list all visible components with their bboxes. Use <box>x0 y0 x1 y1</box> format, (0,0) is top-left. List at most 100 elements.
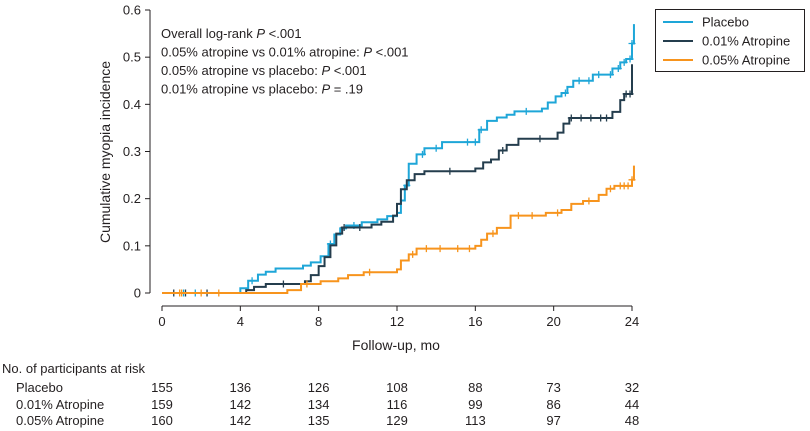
y-tick-label: 0.4 <box>123 97 141 112</box>
censor-mark <box>454 245 462 253</box>
risk-cell: 86 <box>546 396 561 412</box>
x-tick-label: 0 <box>158 314 165 329</box>
risk-table-heading: No. of participants at risk <box>2 361 146 376</box>
annotation-line: 0.05% atropine vs 0.01% atropine: P <.00… <box>161 45 409 60</box>
censor-mark <box>620 58 628 66</box>
risk-cell: 126 <box>307 380 330 395</box>
x-tick-label: 20 <box>546 314 560 329</box>
legend-label: 0.05% Atropine <box>702 53 790 68</box>
risk-cell: 135 <box>307 413 330 428</box>
risk-cell: 129 <box>386 413 408 428</box>
axes: 0 0.1 0.2 0.3 0.4 0.5 0.6 0 4 8 12 16 20 24 <box>123 3 639 330</box>
x-tick-label: 12 <box>390 314 404 329</box>
risk-cell: 134 <box>307 396 330 412</box>
censor-mark <box>606 71 614 79</box>
y-tick-label: 0.1 <box>123 238 141 253</box>
censor-mark <box>366 268 374 276</box>
censor-mark <box>514 212 522 220</box>
x-axis-title: Follow-up, mo <box>352 337 440 353</box>
risk-table-row: Placebo 155 136 126 108 88 73 32 <box>0 380 810 397</box>
risk-table: No. of participants at risk Placebo 155 13… <box>0 361 810 431</box>
risk-row-label: 0.01% Atropine <box>16 396 105 412</box>
censor-mark <box>597 114 605 122</box>
risk-cell: 88 <box>468 380 483 395</box>
censor-mark <box>340 223 348 231</box>
x-tick-label: 16 <box>468 314 482 329</box>
risk-table-row: 0.05% Atropine 160 142 135 129 113 97 48 <box>0 413 810 430</box>
censor-mark <box>248 277 256 285</box>
censor-mark <box>356 223 364 231</box>
censor-mark <box>215 289 223 297</box>
censor-mark <box>178 289 186 297</box>
risk-row-label: 0.05% Atropine <box>16 413 105 428</box>
y-tick-label: 0.6 <box>123 3 141 18</box>
y-tick-label: 0.2 <box>123 191 141 206</box>
censor-mark <box>536 135 544 143</box>
censor-mark <box>477 126 485 134</box>
x-tick-label: 24 <box>625 314 639 329</box>
x-tick-label: 4 <box>237 314 244 329</box>
y-axis-title: Cumulative myopia incidence <box>97 61 113 243</box>
risk-cell: 142 <box>229 413 252 428</box>
km-chart: 0 0.1 0.2 0.3 0.4 0.5 0.6 0 4 8 12 16 20 24 Overall l… <box>97 3 805 353</box>
risk-cell: 73 <box>546 380 561 395</box>
censor-mark <box>432 144 440 152</box>
annotation-box: Overall log-rank P <.001 0.05% atropine v… <box>161 26 409 97</box>
censor-mark <box>561 89 569 97</box>
censor-mark <box>587 114 595 122</box>
censor-mark <box>418 150 426 158</box>
censor-mark <box>595 71 603 79</box>
risk-cell: 32 <box>624 380 640 395</box>
censor-mark <box>626 55 634 63</box>
censor-mark <box>628 39 636 47</box>
censor-mark <box>624 182 632 190</box>
annotation-line: Overall log-rank P <.001 <box>161 26 302 41</box>
series-0-01-atropine <box>162 64 634 297</box>
censor-mark <box>603 114 611 122</box>
censor-mark <box>489 230 497 238</box>
censor-mark <box>606 185 614 193</box>
risk-cell: 155 <box>151 380 173 395</box>
risk-cell: 97 <box>546 413 561 428</box>
y-tick-label: 0.5 <box>123 50 141 65</box>
censor-mark <box>446 167 454 175</box>
risk-cell: 159 <box>151 396 173 412</box>
censor-mark <box>499 147 507 155</box>
annotation-line: 0.01% atropine vs placebo: P = .19 <box>161 82 363 97</box>
series-line-0-05-atropine <box>162 165 635 294</box>
censor-mark <box>585 197 593 205</box>
series-line-0-01-atropine <box>162 64 633 294</box>
risk-cell: 99 <box>468 396 483 412</box>
censor-mark <box>197 289 205 297</box>
censor-mark <box>464 138 471 146</box>
x-tick-label: 8 <box>315 314 322 329</box>
censor-mark <box>577 114 585 122</box>
annotation-line: 0.05% atropine vs placebo: P <.001 <box>161 63 367 78</box>
risk-cell: 48 <box>624 413 640 428</box>
censor-mark <box>522 107 530 115</box>
series-line-placebo <box>162 24 635 294</box>
censor-mark <box>528 212 536 220</box>
legend-label: 0.01% Atropine <box>702 34 790 49</box>
censor-mark <box>471 138 479 146</box>
risk-table-row: 0.01% Atropine 159 142 134 116 99 86 44 <box>0 397 810 414</box>
risk-cell: 113 <box>464 413 486 428</box>
censor-mark <box>465 245 473 253</box>
censor-mark <box>614 64 622 72</box>
censor-mark <box>303 280 311 288</box>
series-layer <box>162 24 636 297</box>
y-tick-label: 0 <box>134 286 141 301</box>
legend-label: Placebo <box>702 15 749 30</box>
censor-mark <box>409 250 417 258</box>
censor-mark <box>436 245 444 253</box>
censor-mark <box>422 245 430 253</box>
censor-mark <box>575 77 583 85</box>
risk-cell: 116 <box>386 396 408 412</box>
censor-mark <box>567 114 575 122</box>
risk-cell: 142 <box>229 396 252 412</box>
censor-mark <box>626 90 634 98</box>
series-0-05-atropine <box>162 165 636 297</box>
risk-row-label: Placebo <box>16 380 63 395</box>
censor-mark <box>279 280 287 288</box>
censor-mark <box>585 77 593 85</box>
